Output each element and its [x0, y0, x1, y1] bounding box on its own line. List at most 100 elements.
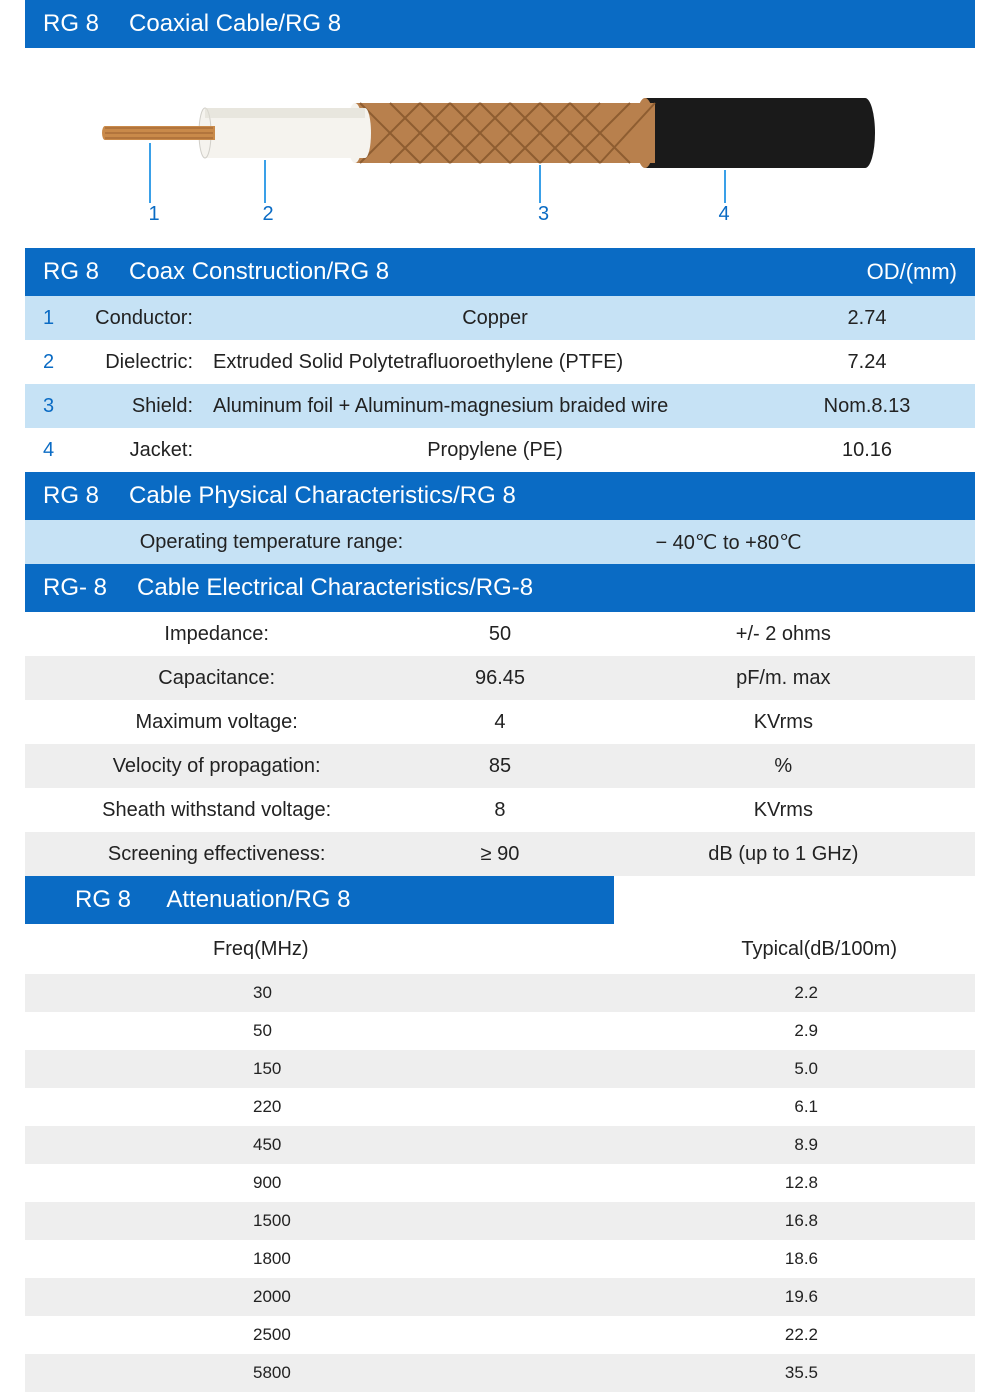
att-value: 6.1	[500, 1097, 975, 1117]
header-prefix: RG 8	[75, 886, 131, 913]
attenuation-row: 250022.2	[25, 1316, 975, 1354]
diagram-label-2: 2	[263, 203, 274, 226]
att-value: 22.2	[500, 1325, 975, 1345]
diagram-label-4: 4	[719, 203, 730, 226]
diagram-label-3: 3	[538, 203, 549, 226]
row-od: Nom.8.13	[777, 395, 957, 418]
row-od: 10.16	[777, 439, 957, 462]
header-prefix: RG- 8	[43, 574, 107, 602]
attenuation-row: 2206.1	[25, 1088, 975, 1126]
electrical-row: Sheath withstand voltage:8KVrms	[25, 788, 975, 832]
row-number: 3	[43, 395, 73, 418]
header-prefix: RG 8	[43, 482, 99, 510]
att-value: 18.6	[500, 1249, 975, 1269]
diagram-label-1: 1	[149, 203, 160, 226]
elec-unit: +/- 2 ohms	[610, 623, 957, 646]
header-title: Coax Construction/RG 8	[129, 258, 389, 286]
electrical-row: Impedance:50+/- 2 ohms	[25, 612, 975, 656]
section-header-coaxial: RG 8 Coaxial Cable/RG 8	[25, 0, 975, 48]
att-value: 5.0	[500, 1059, 975, 1079]
elec-label: Impedance:	[43, 623, 390, 646]
attenuation-column-headers: Freq(MHz) Typical(dB/100m)	[25, 924, 975, 974]
attenuation-row: 200019.6	[25, 1278, 975, 1316]
row-number: 2	[43, 351, 73, 374]
elec-unit: pF/m. max	[610, 667, 957, 690]
row-od: 2.74	[777, 307, 957, 330]
att-value: 2.9	[500, 1021, 975, 1041]
row-label: Jacket:	[73, 439, 193, 462]
construction-row: 3Shield: Aluminum foil + Aluminum-magnesi…	[25, 384, 975, 428]
att-value: 12.8	[500, 1173, 975, 1193]
att-freq: 2000	[25, 1287, 500, 1307]
att-value: 19.6	[500, 1287, 975, 1307]
row-number: 1	[43, 307, 73, 330]
att-freq: 150	[25, 1059, 500, 1079]
elec-label: Sheath withstand voltage:	[43, 799, 390, 822]
section-header-electrical: RG- 8 Cable Electrical Characteristics/R…	[25, 564, 975, 612]
electrical-row: Velocity of propagation:85%	[25, 744, 975, 788]
attenuation-row: 150016.8	[25, 1202, 975, 1240]
row-value: Extruded Solid Polytetrafluoroethylene (…	[213, 351, 777, 374]
physical-value: − 40℃ to +80℃	[500, 530, 957, 555]
construction-row: 2Dielectric: Extruded Solid Polytetrafluo…	[25, 340, 975, 384]
construction-row: 4Jacket: Propylene (PE)10.16	[25, 428, 975, 472]
construction-row: 1Conductor: Copper2.74	[25, 296, 975, 340]
row-od: 7.24	[777, 351, 957, 374]
attenuation-row: 180018.6	[25, 1240, 975, 1278]
section-header-physical: RG 8 Cable Physical Characteristics/RG 8	[25, 472, 975, 520]
elec-value: 4	[390, 711, 609, 734]
row-label: Dielectric:	[73, 351, 193, 374]
electrical-row: Capacitance:96.45pF/m. max	[25, 656, 975, 700]
header-right: OD/(mm)	[867, 259, 957, 285]
attenuation-row: 502.9	[25, 1012, 975, 1050]
row-label: Conductor:	[73, 307, 193, 330]
att-freq: 2500	[25, 1325, 500, 1345]
elec-value: 96.45	[390, 667, 609, 690]
attenuation-row: 302.2	[25, 974, 975, 1012]
cable-diagram: 1 2 3 4	[25, 48, 975, 248]
electrical-table: Impedance:50+/- 2 ohmsCapacitance:96.45p…	[25, 612, 975, 876]
row-label: Shield:	[73, 395, 193, 418]
section-header-construction: RG 8 Coax Construction/RG 8 OD/(mm)	[25, 248, 975, 296]
electrical-row: Maximum voltage:4KVrms	[25, 700, 975, 744]
row-value: Propylene (PE)	[213, 439, 777, 462]
elec-unit: KVrms	[610, 711, 957, 734]
cable-cross-section-svg	[25, 68, 975, 228]
attenuation-row: 4508.9	[25, 1126, 975, 1164]
att-freq: 900	[25, 1173, 500, 1193]
att-freq: 5800	[25, 1363, 500, 1383]
att-freq: 450	[25, 1135, 500, 1155]
elec-value: 8	[390, 799, 609, 822]
typical-column-header: Typical(dB/100m)	[500, 938, 957, 961]
row-number: 4	[43, 439, 73, 462]
physical-row: Operating temperature range: − 40℃ to +8…	[25, 520, 975, 564]
construction-table: 1Conductor: Copper2.74 2Dielectric: Extrude…	[25, 296, 975, 472]
elec-label: Velocity of propagation:	[43, 755, 390, 778]
attenuation-row: 580035.5	[25, 1354, 975, 1392]
row-value: Copper	[213, 307, 777, 330]
header-title: Coaxial Cable/RG 8	[129, 10, 341, 38]
elec-unit: KVrms	[610, 799, 957, 822]
attenuation-table: 302.2502.91505.02206.14508.990012.815001…	[25, 974, 975, 1392]
row-value: Aluminum foil + Aluminum-magnesium braid…	[213, 395, 777, 418]
header-title: Attenuation/RG 8	[166, 886, 350, 913]
freq-column-header: Freq(MHz)	[43, 938, 500, 961]
elec-label: Capacitance:	[43, 667, 390, 690]
header-title: Cable Physical Characteristics/RG 8	[129, 482, 516, 510]
elec-label: Screening effectiveness:	[43, 843, 390, 866]
header-title: Cable Electrical Characteristics/RG-8	[137, 574, 533, 602]
electrical-row: Screening effectiveness:≥ 90dB (up to 1 …	[25, 832, 975, 876]
att-value: 35.5	[500, 1363, 975, 1383]
attenuation-row: 90012.8	[25, 1164, 975, 1202]
att-value: 16.8	[500, 1211, 975, 1231]
elec-unit: dB (up to 1 GHz)	[610, 843, 957, 866]
att-freq: 30	[25, 983, 500, 1003]
header-prefix: RG 8	[43, 258, 99, 286]
header-prefix: RG 8	[43, 10, 99, 38]
section-header-attenuation: RG 8 Attenuation/RG 8	[25, 876, 614, 924]
att-freq: 1500	[25, 1211, 500, 1231]
elec-unit: %	[610, 755, 957, 778]
att-freq: 50	[25, 1021, 500, 1041]
physical-label: Operating temperature range:	[43, 531, 500, 554]
att-value: 8.9	[500, 1135, 975, 1155]
